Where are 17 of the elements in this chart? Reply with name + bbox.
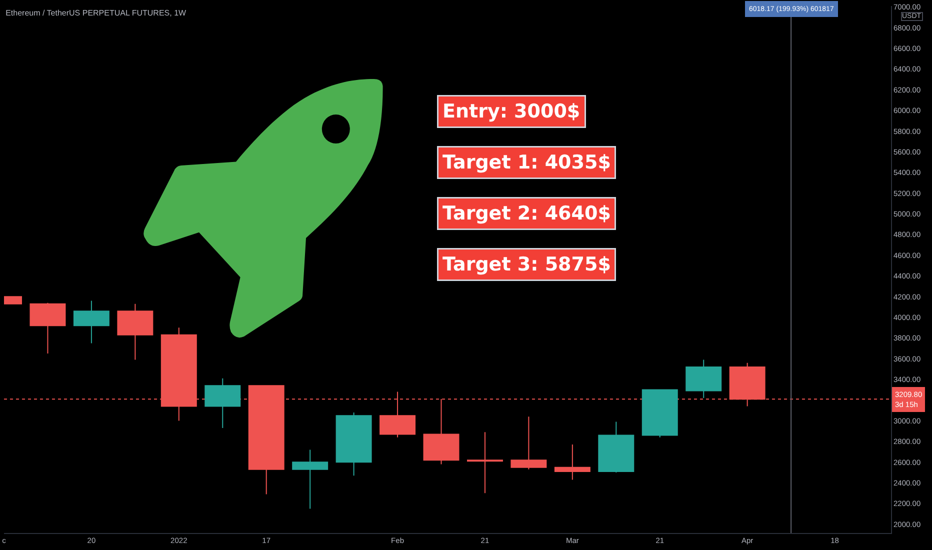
- candlestick: [686, 359, 722, 399]
- annotation: Target 3: 5875$: [442, 254, 611, 276]
- chart-title: Ethereum / TetherUS PERPETUAL FUTURES, 1W: [6, 8, 187, 18]
- candlestick: [204, 378, 241, 429]
- candlestick: [30, 302, 66, 354]
- candlestick: [466, 432, 503, 494]
- candlestick: [642, 389, 678, 438]
- candlestick: [117, 303, 154, 360]
- candlestick: [554, 444, 590, 480]
- candlestick: [510, 416, 547, 470]
- candlestick: [598, 421, 634, 473]
- candlestick: [73, 300, 110, 344]
- annotation: Entry: 3000$: [442, 100, 580, 122]
- candlestick: [292, 449, 328, 510]
- candlestick: [336, 412, 372, 476]
- annotation: Target 1: 4035$: [442, 152, 611, 174]
- annotation: Target 2: 4640$: [442, 202, 611, 224]
